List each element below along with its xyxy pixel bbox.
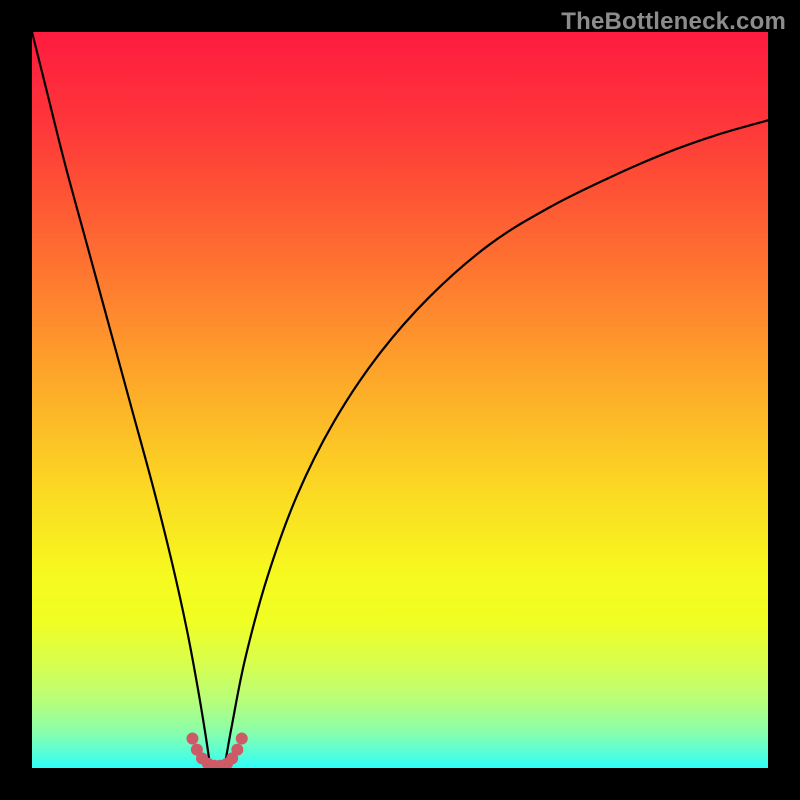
u-marker-dot — [236, 733, 248, 745]
bottleneck-chart — [32, 32, 768, 768]
chart-frame: TheBottleneck.com — [0, 0, 800, 800]
u-marker-dot — [231, 744, 243, 756]
chart-background — [32, 32, 768, 768]
u-marker-dot — [186, 733, 198, 745]
